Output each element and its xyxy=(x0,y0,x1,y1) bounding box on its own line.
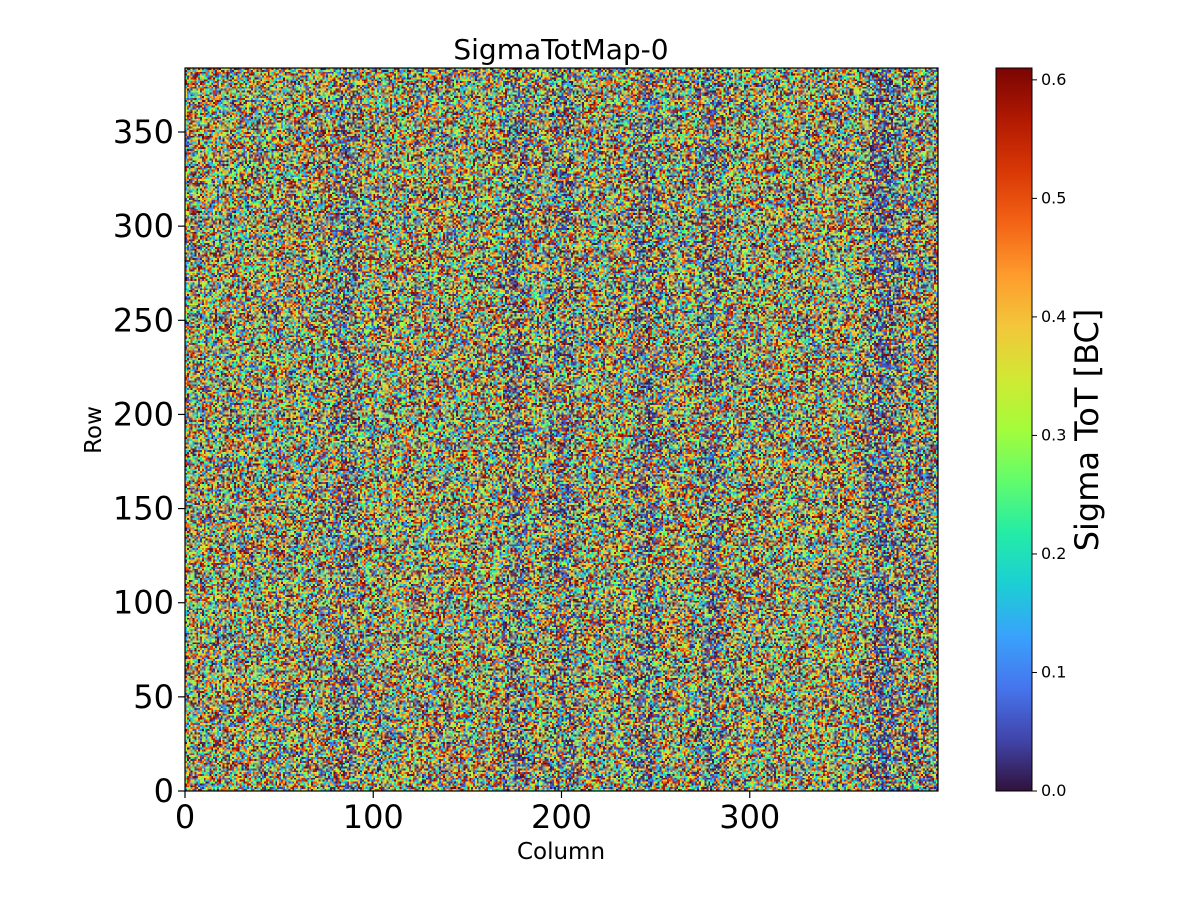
y-tick-label: 150 xyxy=(113,490,174,528)
heatmap-image xyxy=(185,68,938,791)
y-tick-label: 50 xyxy=(133,678,174,716)
chart-title: SigmaTotMap-0 xyxy=(453,33,668,66)
colorbar-tick-label: 0.5 xyxy=(1041,188,1066,207)
colorbar-tick-label: 0.4 xyxy=(1041,307,1066,326)
y-tick-label: 200 xyxy=(113,395,174,433)
y-tick-label: 250 xyxy=(113,301,174,339)
colorbar-gradient xyxy=(996,68,1032,791)
x-tick-label: 100 xyxy=(343,798,404,836)
colorbar-tick-label: 0.0 xyxy=(1041,781,1066,800)
x-axis-label: Column xyxy=(517,839,605,865)
colorbar-tick-label: 0.1 xyxy=(1041,662,1066,681)
x-tick-label: 200 xyxy=(531,798,592,836)
y-axis-ticks: 0 50 100 150 200 250 300 350 xyxy=(113,113,185,810)
x-tick-label: 300 xyxy=(719,798,780,836)
colorbar-tick-label: 0.6 xyxy=(1041,70,1066,89)
y-tick-label: 100 xyxy=(113,584,174,622)
y-axis-label: Row xyxy=(81,406,107,454)
colorbar-tick-label: 0.2 xyxy=(1041,544,1066,563)
x-tick-label: 0 xyxy=(175,798,195,836)
colorbar: 0.0 0.1 0.2 0.3 0.4 0.5 0.6 Sigma ToT [BC] xyxy=(995,67,1106,800)
y-tick-label: 350 xyxy=(113,113,174,151)
colorbar-tick-label: 0.3 xyxy=(1041,425,1066,444)
y-tick-label: 0 xyxy=(154,772,174,810)
x-axis-ticks: 0 100 200 300 xyxy=(175,791,780,836)
colorbar-label: Sigma ToT [BC] xyxy=(1068,309,1106,552)
y-tick-label: 300 xyxy=(113,207,174,245)
colorbar-ticks: 0.0 0.1 0.2 0.3 0.4 0.5 0.6 xyxy=(1032,70,1066,800)
colorbar-frame xyxy=(995,67,1033,792)
heatmap-plot-area xyxy=(184,67,939,792)
